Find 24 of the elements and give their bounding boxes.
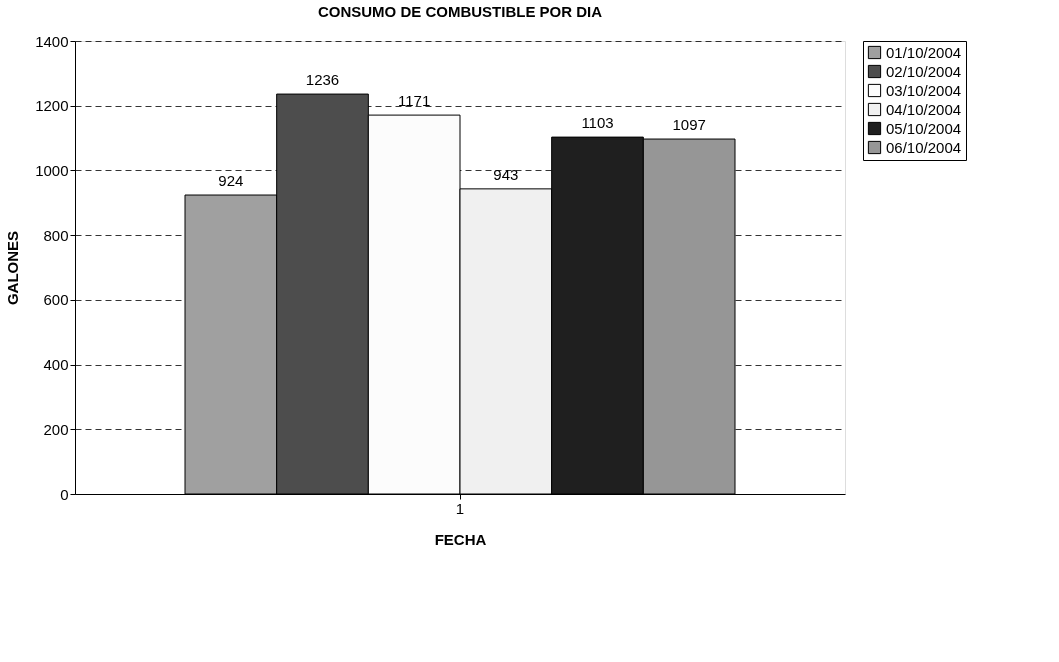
y-tick-label: 400 xyxy=(43,356,69,374)
y-tick-label: 800 xyxy=(43,226,69,244)
legend-label: 02/10/2004 xyxy=(886,62,962,80)
y-tick-label: 1400 xyxy=(35,32,69,50)
y-tick-label: 0 xyxy=(60,485,69,503)
legend-label: 06/10/2004 xyxy=(886,138,962,156)
legend-label: 05/10/2004 xyxy=(886,119,962,137)
y-tick-label: 600 xyxy=(43,291,69,309)
y-tick-label: 200 xyxy=(43,420,69,438)
data-label: 1171 xyxy=(398,92,431,110)
data-label: 943 xyxy=(493,165,519,183)
data-label: 1103 xyxy=(581,114,614,132)
x-axis-title: FECHA xyxy=(434,530,487,548)
y-tick-label: 1200 xyxy=(35,97,69,115)
legend-label: 04/10/2004 xyxy=(886,100,962,118)
y-axis-title: GALONES xyxy=(4,230,22,306)
data-label: 924 xyxy=(218,172,244,190)
legend-label: 03/10/2004 xyxy=(886,81,962,99)
chart-title: CONSUMO DE COMBUSTIBLE POR DIA xyxy=(317,3,603,20)
y-tick-label: 1000 xyxy=(35,161,69,179)
data-label: 1097 xyxy=(672,116,706,134)
legend-label: 01/10/2004 xyxy=(886,43,962,61)
x-tick-label: 1 xyxy=(455,499,465,517)
data-label: 1236 xyxy=(305,71,340,89)
